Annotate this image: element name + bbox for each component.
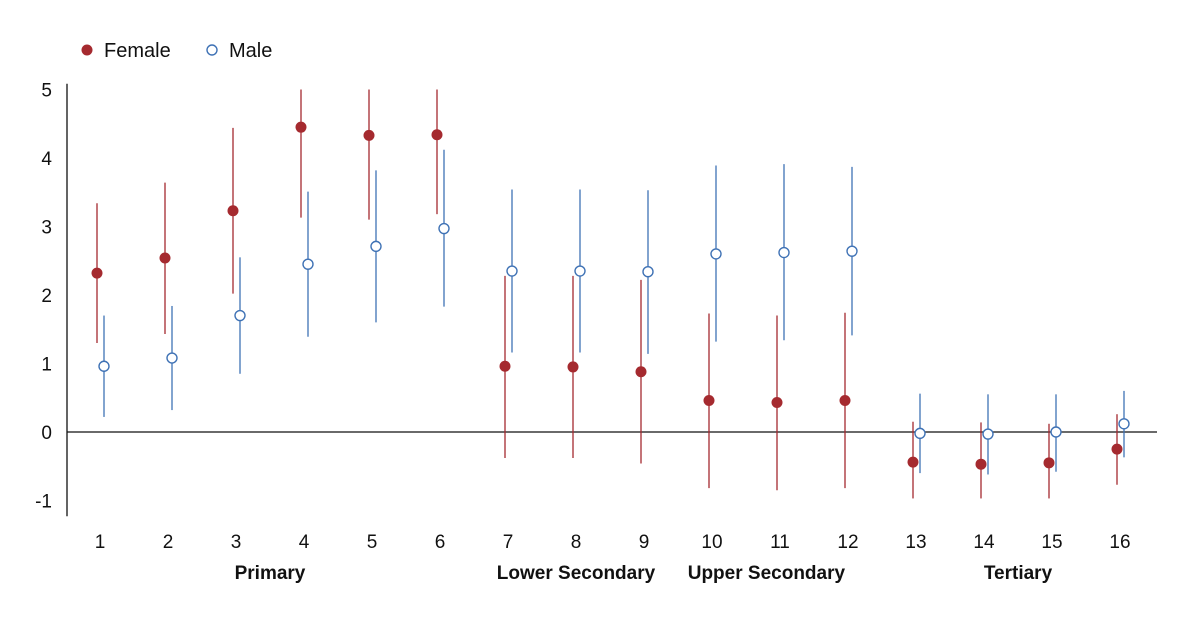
female-point xyxy=(703,394,715,406)
y-tick-label: 0 xyxy=(41,423,52,444)
male-point xyxy=(778,246,790,259)
male-point xyxy=(302,258,314,270)
group-label: Upper Secondary xyxy=(688,563,846,584)
female-point xyxy=(839,394,851,406)
male-point xyxy=(166,352,178,364)
x-tick-label: 7 xyxy=(503,532,514,553)
x-tick-label: 11 xyxy=(770,532,790,553)
x-tick-label: 13 xyxy=(905,532,926,553)
female-point xyxy=(499,360,511,372)
male-point xyxy=(914,427,926,440)
female-point xyxy=(771,397,783,409)
x-tick-label: 1 xyxy=(95,532,106,553)
group-label: Lower Secondary xyxy=(497,563,656,584)
group-label: Tertiary xyxy=(984,563,1053,584)
male-point xyxy=(98,360,110,372)
female-point xyxy=(975,458,987,470)
legend: Female Male xyxy=(81,40,272,62)
x-tick-label: 10 xyxy=(701,532,722,553)
male-point xyxy=(710,248,722,260)
male-point xyxy=(370,240,382,253)
male-point xyxy=(846,245,858,257)
y-tick-label: 5 xyxy=(41,81,52,102)
legend-female-label: Female xyxy=(104,40,171,62)
x-tick-label: 2 xyxy=(163,532,174,553)
male-point xyxy=(574,265,586,277)
male-point xyxy=(506,265,518,277)
male-point xyxy=(642,266,654,278)
y-tick-label: 2 xyxy=(41,286,52,307)
male-point xyxy=(438,222,450,235)
female-point xyxy=(91,267,103,279)
x-tick-label: 6 xyxy=(435,532,446,553)
female-point xyxy=(1043,457,1055,469)
male-point xyxy=(234,309,246,322)
female-point xyxy=(159,252,171,264)
female-point xyxy=(227,205,239,217)
female-point xyxy=(907,456,919,468)
female-point xyxy=(363,129,375,141)
y-tick-label: 1 xyxy=(41,355,52,376)
female-point xyxy=(295,121,307,133)
female-point xyxy=(635,366,647,378)
x-tick-label: 5 xyxy=(367,532,378,553)
x-tick-label: 4 xyxy=(299,532,310,553)
y-tick-label: -1 xyxy=(35,492,52,513)
female-point xyxy=(431,129,443,141)
data-marks xyxy=(91,89,1130,499)
x-tick-label: 16 xyxy=(1109,532,1130,553)
legend-female-marker xyxy=(81,44,93,56)
male-point xyxy=(982,428,994,440)
legend-male-label: Male xyxy=(229,40,272,62)
x-tick-label: 9 xyxy=(639,532,650,553)
x-tick-label: 14 xyxy=(973,532,995,553)
y-tick-label: 4 xyxy=(41,149,52,170)
female-point xyxy=(1111,443,1123,455)
x-tick-label: 3 xyxy=(231,532,242,553)
x-tick-label: 8 xyxy=(571,532,582,553)
male-point xyxy=(1050,426,1062,438)
legend-male-marker xyxy=(206,44,218,56)
y-tick-label: 3 xyxy=(41,218,52,239)
female-point xyxy=(567,361,579,373)
male-point xyxy=(1118,418,1130,430)
group-label: Primary xyxy=(235,563,306,584)
x-tick-label: 12 xyxy=(837,532,858,553)
x-tick-label: 15 xyxy=(1041,532,1062,553)
